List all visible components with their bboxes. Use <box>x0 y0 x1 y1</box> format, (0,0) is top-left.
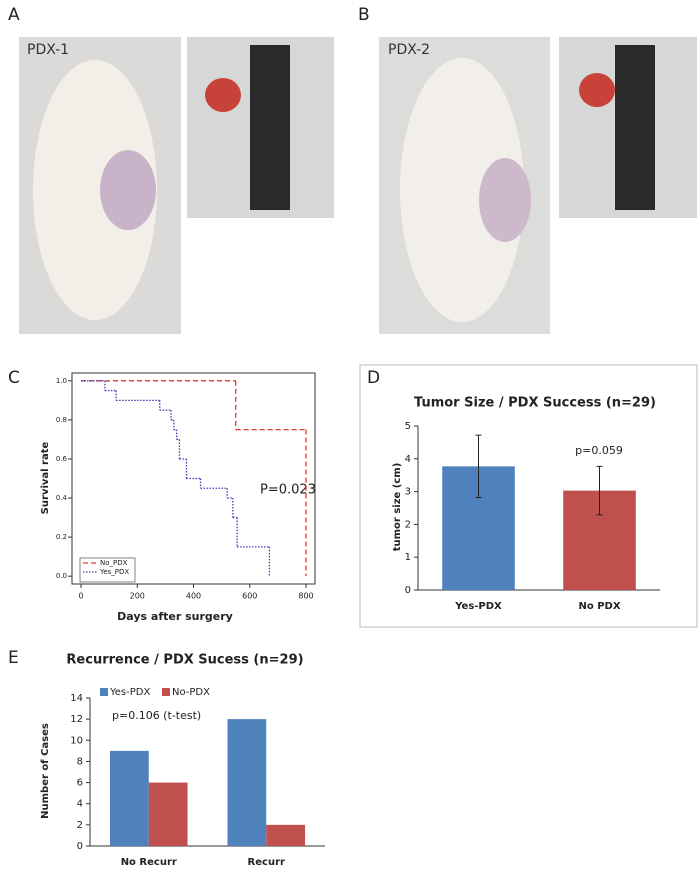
y-tick-label: 12 <box>70 714 83 725</box>
photo-panel-a <box>19 37 334 334</box>
legend-label: Yes_PDX <box>99 568 129 576</box>
x-axis-title: Days after surgery <box>117 610 233 623</box>
annotation: P=0.023 <box>260 483 316 498</box>
x-tick-label: 800 <box>298 592 313 601</box>
legend-label: No_PDX <box>100 559 128 567</box>
error-bar <box>596 465 603 516</box>
x-tick-label: No Recurr <box>121 857 177 868</box>
chart-title: Tumor Size / PDX Success (n=29) <box>414 396 656 411</box>
y-tick-label: 3 <box>405 487 411 498</box>
mouse-body <box>400 58 524 322</box>
error-bar <box>475 434 482 499</box>
bar <box>227 719 267 846</box>
legend-label: No-PDX <box>172 687 210 698</box>
chart-title: Recurrence / PDX Sucess (n=29) <box>66 653 303 668</box>
tumor-sample <box>205 78 241 112</box>
bar <box>266 824 306 846</box>
y-tick-label: 14 <box>70 693 83 704</box>
tumor <box>479 158 531 242</box>
photo-panel-b <box>379 37 697 334</box>
legend-swatch <box>162 688 170 696</box>
y-tick-label: 0.6 <box>56 455 68 463</box>
y-tick-label: 8 <box>77 756 83 767</box>
y-tick-label: 4 <box>77 799 83 810</box>
panel-label: E <box>8 648 19 668</box>
annotation: p=0.106 (t-test) <box>112 709 201 722</box>
bar <box>109 750 149 846</box>
y-tick-label: 0 <box>77 841 83 852</box>
y-tick-label: 5 <box>405 421 411 432</box>
y-tick-label: 0.0 <box>56 572 67 580</box>
x-tick-label: 400 <box>186 592 201 601</box>
photo-label: PDX-1 <box>27 42 69 58</box>
panel-label: C <box>8 368 20 388</box>
x-tick-label: 600 <box>242 592 257 601</box>
caliper <box>615 45 655 210</box>
tumor-sample <box>579 73 615 107</box>
annotation: p=0.059 <box>575 444 623 457</box>
photo-label: PDX-2 <box>388 42 430 58</box>
tumor <box>100 150 156 230</box>
y-axis-title: Survival rate <box>40 441 51 514</box>
y-tick-label: 10 <box>70 735 83 746</box>
panel-label: A <box>8 5 20 25</box>
legend-swatch <box>100 688 108 696</box>
y-tick-label: 2 <box>77 820 83 831</box>
y-axis-title: tumor size (cm) <box>392 463 403 552</box>
y-tick-label: 0.4 <box>56 494 68 502</box>
x-tick-label: 200 <box>130 592 145 601</box>
y-tick-label: 0.8 <box>56 416 67 424</box>
legend-box <box>79 557 136 583</box>
panel-label: B <box>358 5 370 25</box>
x-tick-label: Yes-PDX <box>454 601 502 612</box>
legend-label: Yes-PDX <box>109 687 150 698</box>
panel-d-frame <box>359 364 698 628</box>
y-tick-label: 1.0 <box>56 377 67 385</box>
mouse-body <box>33 60 157 320</box>
x-tick-label: No PDX <box>578 601 620 612</box>
y-tick-label: 0.2 <box>56 533 67 541</box>
x-tick-label: 0 <box>78 592 83 601</box>
y-tick-label: 0 <box>405 585 411 596</box>
bar <box>148 782 188 846</box>
caliper <box>250 45 290 210</box>
y-axis-title: Number of Cases <box>40 723 51 819</box>
y-tick-label: 2 <box>405 519 411 530</box>
y-tick-label: 6 <box>77 778 83 789</box>
y-tick-label: 1 <box>405 552 411 563</box>
y-tick-label: 4 <box>405 454 411 465</box>
x-tick-label: Recurr <box>248 857 285 868</box>
panel-label: D <box>367 368 380 388</box>
